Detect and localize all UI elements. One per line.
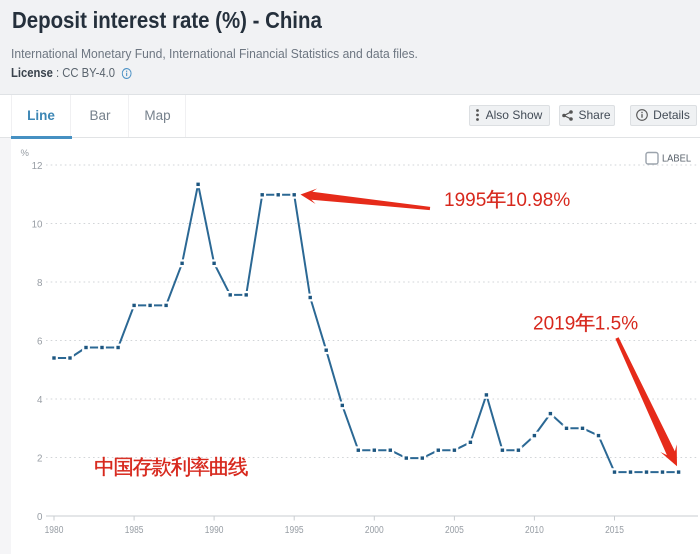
svg-text:2000: 2000: [365, 525, 384, 536]
svg-text:1985: 1985: [125, 525, 144, 536]
svg-text:4: 4: [37, 395, 43, 406]
svg-text:8: 8: [37, 278, 43, 289]
svg-text:0: 0: [37, 512, 43, 523]
svg-text:10.98%: 10.98%: [506, 190, 571, 211]
svg-text:%: %: [21, 148, 30, 159]
svg-text:2015: 2015: [605, 525, 624, 536]
svg-text:6: 6: [37, 337, 43, 348]
svg-text:2: 2: [37, 454, 42, 465]
svg-text:1.5%: 1.5%: [595, 314, 638, 335]
svg-text:1990: 1990: [205, 525, 224, 536]
svg-text:1980: 1980: [45, 525, 64, 536]
svg-text:10: 10: [32, 220, 43, 231]
svg-text:1995: 1995: [285, 525, 304, 536]
svg-text:2019: 2019: [533, 314, 575, 335]
svg-text:2010: 2010: [525, 525, 544, 536]
svg-text:1995: 1995: [444, 190, 486, 211]
svg-text:LABEL: LABEL: [662, 154, 691, 165]
svg-text:2005: 2005: [445, 525, 464, 536]
svg-text:12: 12: [32, 161, 43, 172]
